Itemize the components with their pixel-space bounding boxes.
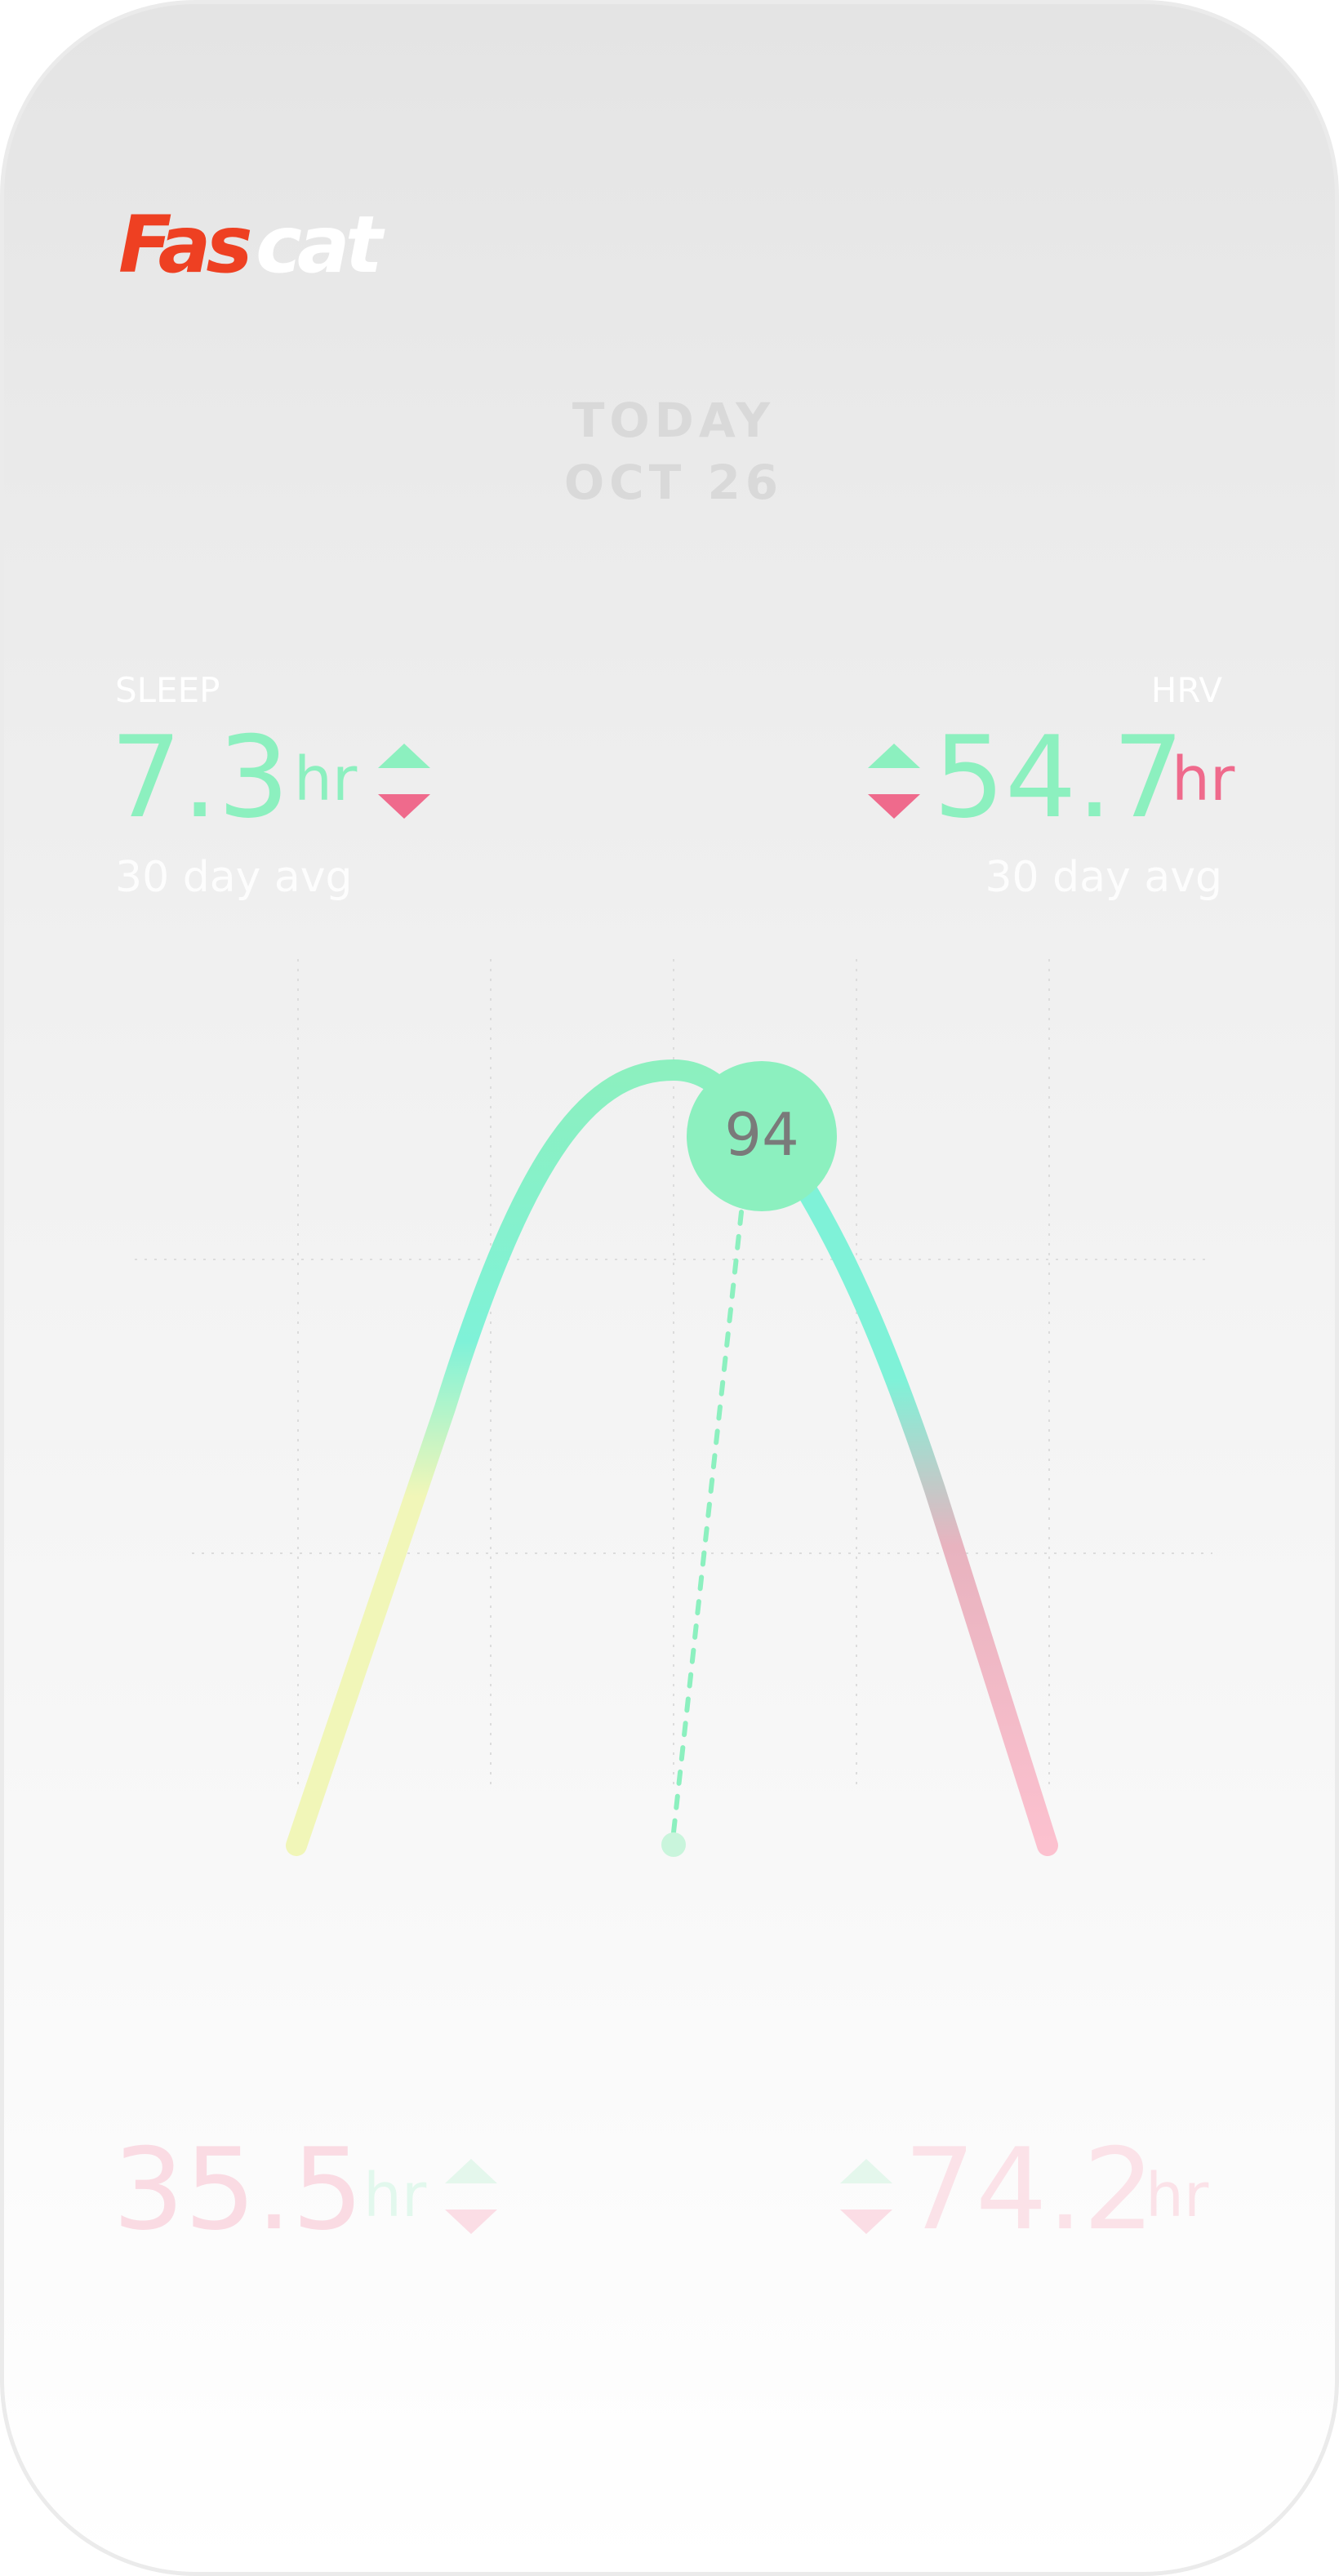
score-value: 94 <box>724 1100 799 1169</box>
sleep-caption: 30 day avg <box>115 853 353 902</box>
today-label: TODAY <box>572 393 776 448</box>
arrow-up-icon <box>868 744 920 768</box>
arrow-up-icon <box>840 2159 892 2183</box>
arrow-down-icon <box>840 2210 892 2234</box>
bottom-right-value: 74.2 <box>904 2124 1155 2255</box>
date-label: OCT 26 <box>563 455 784 510</box>
logo-text-cat: cat <box>256 199 383 291</box>
hrv-unit: hr <box>1172 744 1235 815</box>
hrv-value: 54.7 <box>933 712 1185 843</box>
score-curve-chart: 94 <box>135 959 1212 1857</box>
fascat-logo: Fas cat <box>118 199 404 291</box>
sleep-unit: hr <box>294 744 358 815</box>
curve-left-segment <box>286 1059 741 1856</box>
hrv-caption: 30 day avg <box>985 853 1222 902</box>
logo-text-fas: Fas <box>118 199 253 291</box>
hrv-label: HRV <box>1150 670 1222 710</box>
curve-right-segment <box>790 1169 1058 1856</box>
bottom-right-unit: hr <box>1145 2161 1209 2231</box>
bottom-left-value: 35.5 <box>113 2124 364 2255</box>
sleep-value: 7.3 <box>110 712 290 843</box>
sleep-label: SLEEP <box>115 670 220 710</box>
score-drop-line <box>671 1210 744 1835</box>
bottom-left-unit: hr <box>363 2161 427 2231</box>
score-bubble[interactable] <box>687 1061 837 1211</box>
arrow-down-icon <box>378 794 430 819</box>
arrow-up-icon <box>445 2159 497 2183</box>
baseline-dot <box>661 1832 686 1857</box>
arrow-up-icon <box>378 744 430 768</box>
chart-grid <box>135 959 1212 1792</box>
arrow-down-icon <box>445 2210 497 2234</box>
arrow-down-icon <box>868 794 920 819</box>
